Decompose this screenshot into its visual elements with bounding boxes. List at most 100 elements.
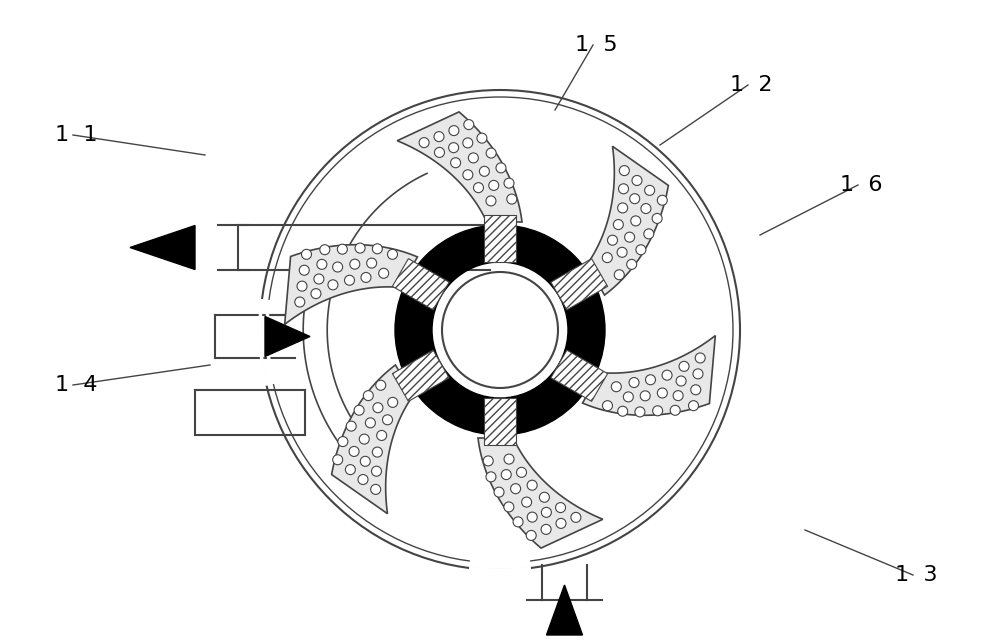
Circle shape [358,474,368,484]
Circle shape [618,406,628,416]
Circle shape [619,166,629,175]
Polygon shape [551,350,608,401]
Circle shape [346,421,356,431]
Circle shape [693,369,703,379]
Circle shape [640,391,650,401]
Circle shape [623,392,633,402]
Circle shape [328,280,338,290]
Circle shape [627,259,637,269]
Circle shape [504,454,514,464]
Circle shape [657,195,667,205]
Polygon shape [265,317,310,356]
Circle shape [463,170,473,180]
Circle shape [511,484,521,493]
Circle shape [442,272,558,388]
Circle shape [629,378,639,388]
Circle shape [613,220,623,230]
Polygon shape [484,215,516,262]
Circle shape [494,487,504,497]
Text: 1  6: 1 6 [840,175,883,195]
Circle shape [691,385,701,395]
Circle shape [376,380,386,390]
Circle shape [377,431,387,440]
Circle shape [338,436,348,447]
Text: 1  3: 1 3 [895,565,938,585]
Circle shape [359,434,369,444]
Wedge shape [405,270,444,301]
Circle shape [379,268,389,278]
Circle shape [473,182,483,193]
Circle shape [631,216,641,226]
Circle shape [496,163,506,173]
Circle shape [337,244,347,254]
Polygon shape [587,147,668,295]
Circle shape [676,376,686,386]
Circle shape [320,244,330,255]
Circle shape [345,275,355,285]
Circle shape [295,297,305,307]
Circle shape [501,470,511,479]
Circle shape [653,406,663,416]
Circle shape [371,484,381,495]
Circle shape [468,153,478,163]
Circle shape [354,405,364,415]
Circle shape [349,447,359,456]
Circle shape [333,262,343,272]
Circle shape [311,289,321,299]
Circle shape [486,148,496,158]
Circle shape [314,274,324,284]
Text: 1  2: 1 2 [730,75,772,95]
Wedge shape [405,359,444,390]
Text: 1  5: 1 5 [575,35,618,55]
Polygon shape [478,438,603,548]
Circle shape [434,132,444,141]
Circle shape [644,229,654,239]
Circle shape [365,418,375,428]
Circle shape [382,415,392,425]
Circle shape [372,447,382,457]
Circle shape [522,497,532,507]
Circle shape [434,147,444,157]
Polygon shape [583,335,715,415]
Circle shape [388,397,398,408]
Circle shape [373,403,383,413]
Circle shape [333,455,343,465]
Circle shape [479,166,489,177]
Circle shape [645,186,655,195]
Polygon shape [484,398,516,445]
Polygon shape [551,259,608,310]
Circle shape [517,467,527,477]
Circle shape [657,388,667,398]
Circle shape [486,472,496,482]
Circle shape [451,157,461,168]
Circle shape [539,492,549,502]
Circle shape [618,203,628,213]
Circle shape [527,480,537,490]
Circle shape [617,247,627,257]
Wedge shape [491,397,509,435]
Circle shape [355,243,365,253]
Circle shape [645,375,655,385]
Polygon shape [130,225,195,269]
Wedge shape [491,225,509,262]
Polygon shape [546,585,582,635]
Circle shape [504,502,514,512]
Circle shape [489,180,499,191]
Circle shape [673,390,683,401]
Circle shape [360,456,370,467]
Polygon shape [285,244,417,324]
Circle shape [345,465,355,475]
Text: 1  4: 1 4 [55,375,98,395]
Circle shape [695,353,705,363]
Circle shape [652,213,662,223]
Polygon shape [392,350,449,401]
Circle shape [625,232,635,242]
Circle shape [602,401,612,411]
Circle shape [556,502,566,513]
Circle shape [372,244,382,254]
Circle shape [614,269,624,280]
Circle shape [636,244,646,255]
Circle shape [541,524,551,534]
Circle shape [670,405,680,415]
Circle shape [641,204,651,214]
